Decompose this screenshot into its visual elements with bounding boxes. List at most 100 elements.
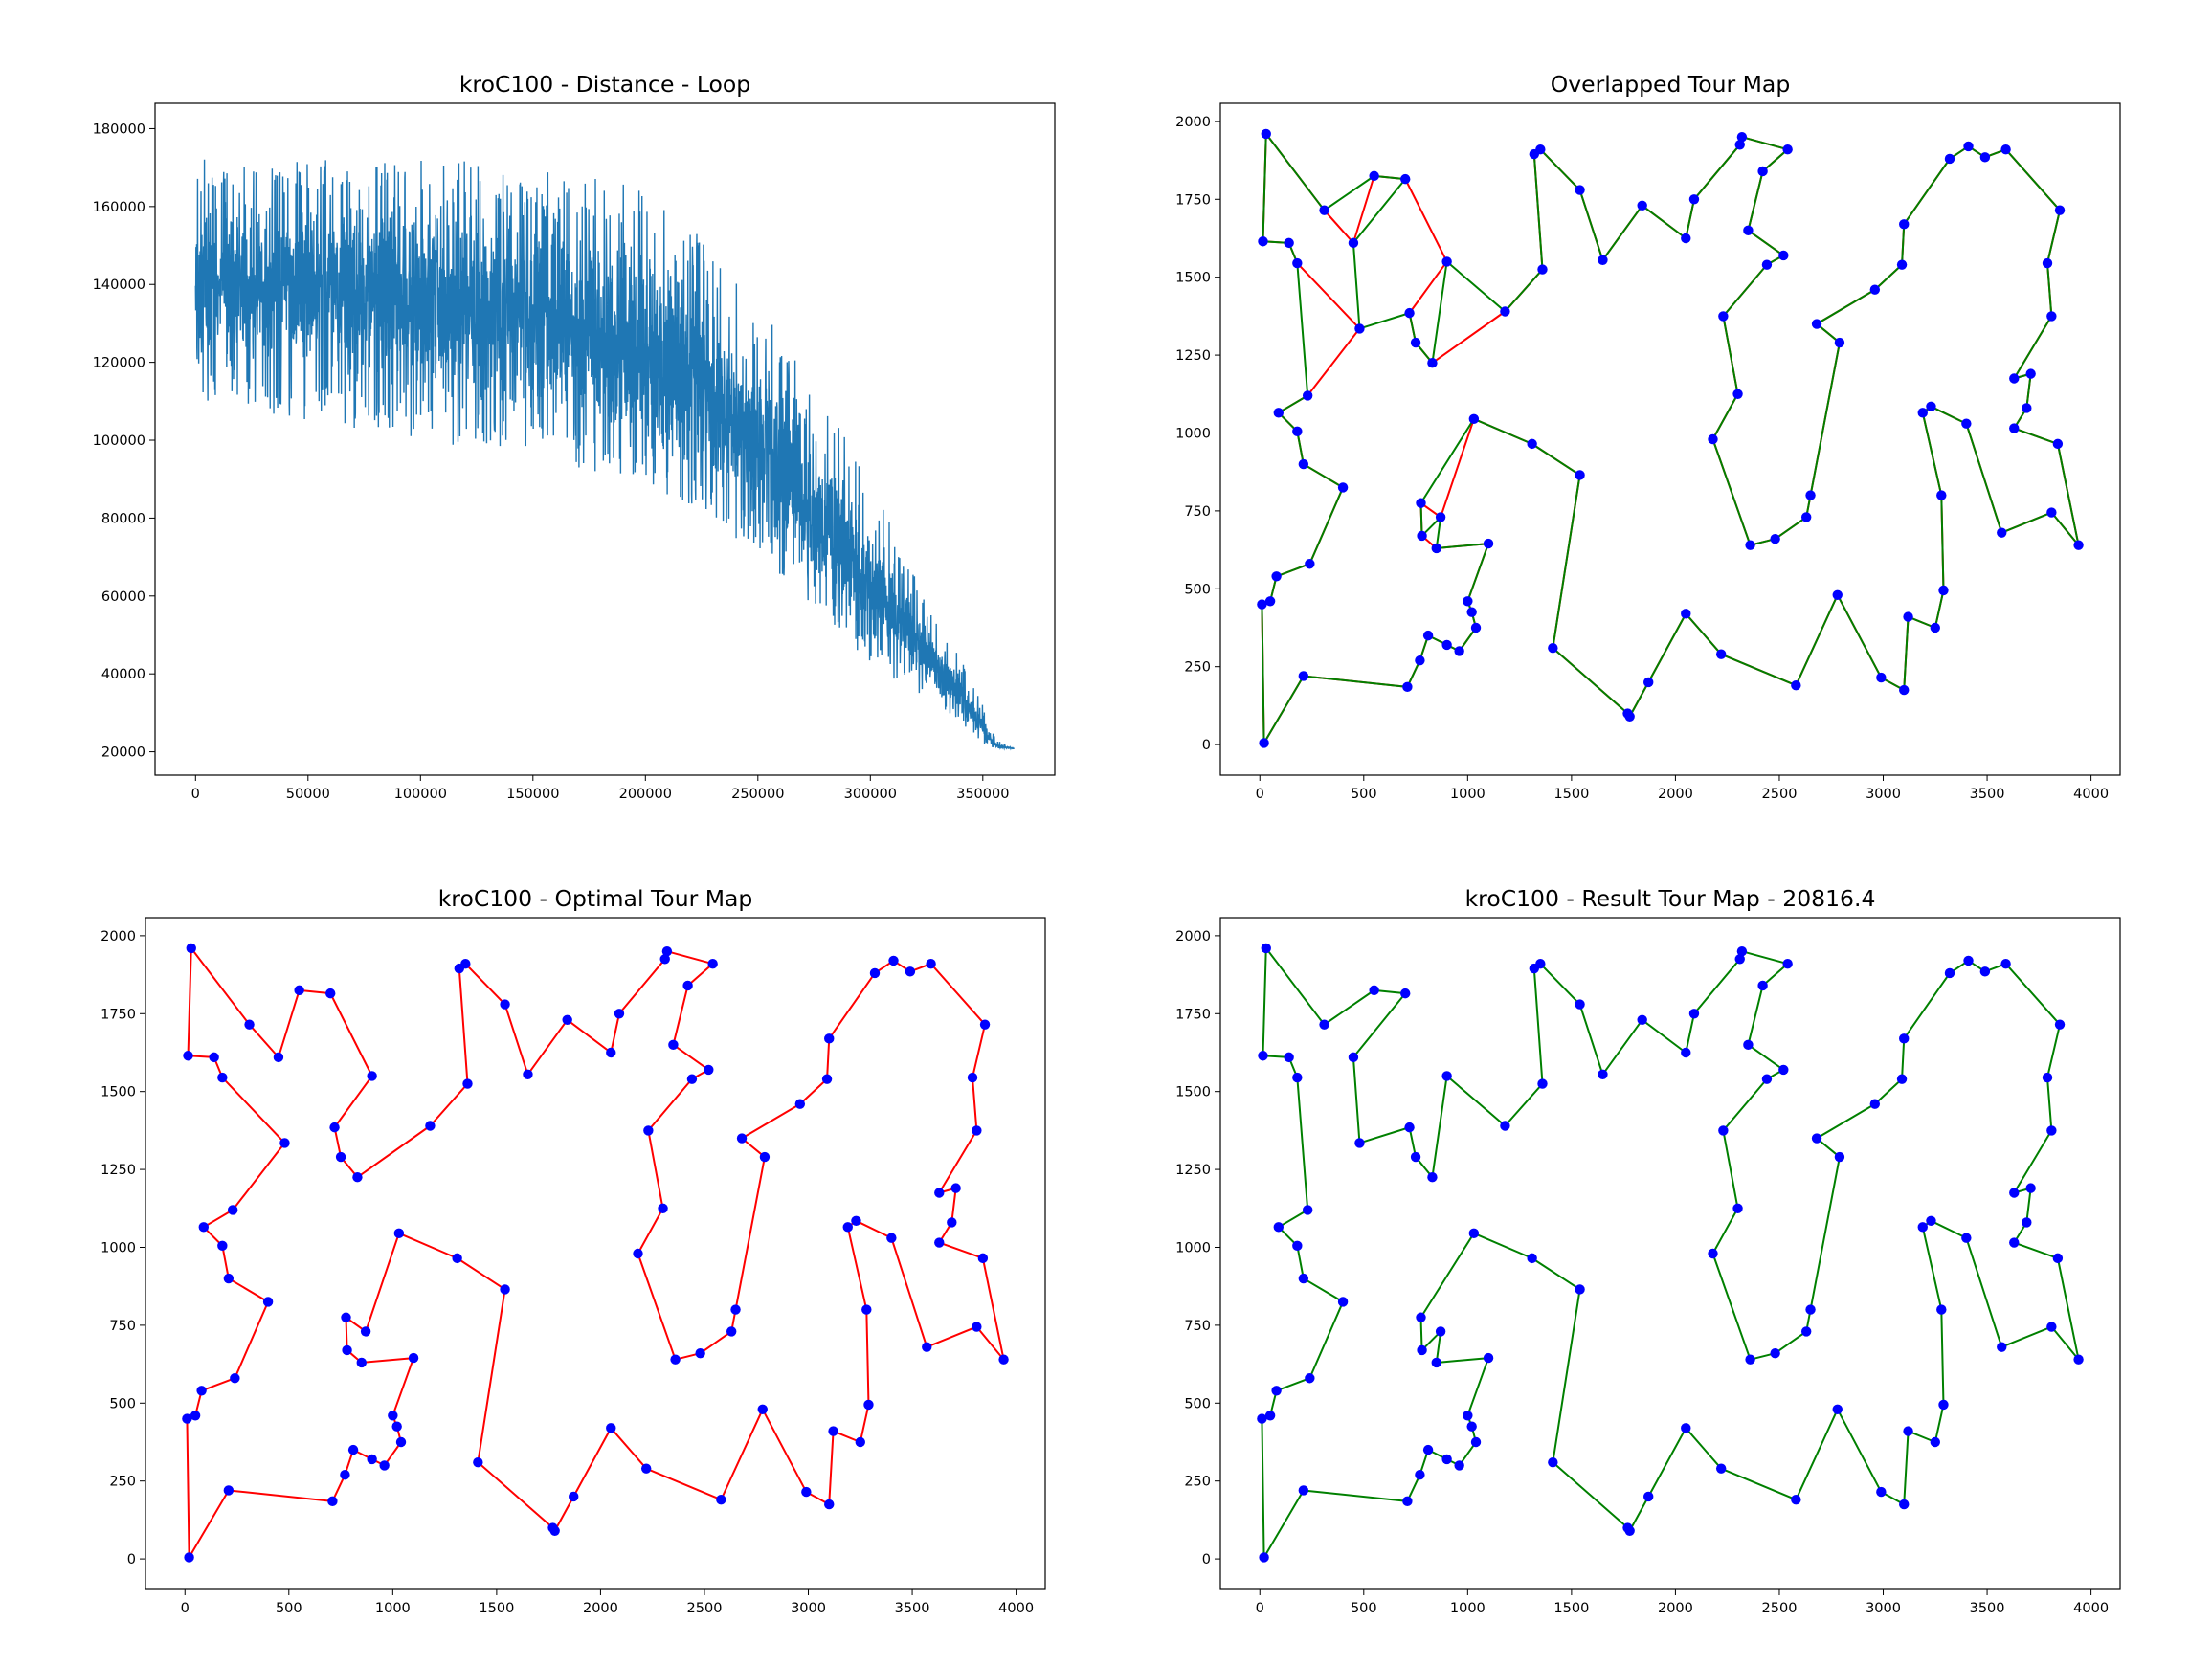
city-point [1273, 1222, 1284, 1233]
city-point [1643, 677, 1654, 688]
city-point [1415, 1469, 1425, 1480]
city-point [972, 1125, 982, 1136]
city-point [2042, 257, 2053, 269]
city-point [1637, 200, 1647, 211]
city-point [926, 958, 936, 969]
chart-title: Overlapped Tour Map [1551, 71, 1791, 98]
y-tick-label: 1250 [1175, 348, 1211, 364]
city-point [934, 1237, 945, 1248]
chart-title: kroC100 - Optimal Tour Map [438, 885, 753, 912]
city-point [1454, 1460, 1464, 1471]
x-tick-label: 350000 [956, 787, 1009, 802]
y-tick-label: 120000 [93, 356, 145, 371]
city-point [759, 1151, 771, 1163]
city-point [1869, 1099, 1881, 1109]
y-tick-label: 1500 [101, 1085, 136, 1100]
city-point [1319, 205, 1329, 215]
city-point [1527, 438, 1537, 450]
city-point [273, 1052, 284, 1063]
city-point [356, 1357, 367, 1368]
city-point [1624, 711, 1635, 722]
x-tick-label: 2000 [1658, 1601, 1693, 1616]
city-point [1337, 1297, 1349, 1307]
x-tick-label: 0 [181, 1601, 190, 1616]
x-tick-label: 100000 [394, 787, 447, 802]
city-point [500, 999, 510, 1010]
city-point [2073, 540, 2084, 550]
y-tick-label: 1750 [101, 1007, 136, 1022]
x-tick-label: 150000 [506, 787, 559, 802]
city-point [1708, 433, 1718, 445]
city-point [668, 1039, 679, 1051]
city-point [183, 1051, 193, 1061]
city-point [821, 1074, 833, 1084]
city-point [1417, 1344, 1427, 1356]
city-point [1834, 1151, 1845, 1163]
city-point [828, 1426, 838, 1436]
city-point [360, 1326, 371, 1337]
city-point [327, 1496, 338, 1507]
city-point [395, 1436, 407, 1448]
city-point [1284, 237, 1294, 249]
city-point [606, 1047, 616, 1058]
city-point [1715, 1463, 1727, 1474]
city-point [794, 1099, 806, 1109]
city-point [905, 966, 916, 977]
y-tick-label: 140000 [93, 278, 145, 293]
city-point [643, 1125, 654, 1136]
city-point [523, 1069, 533, 1079]
city-point [633, 1248, 643, 1259]
y-tick-label: 1000 [1175, 1240, 1211, 1255]
city-point [606, 1423, 616, 1433]
x-tick-label: 4000 [2073, 787, 2109, 802]
city-point [1718, 311, 1729, 322]
city-point [1483, 1352, 1494, 1364]
city-point [1404, 1122, 1415, 1133]
city-point [1441, 1454, 1452, 1465]
city-point [1422, 1444, 1434, 1455]
y-tick-label: 180000 [93, 122, 145, 137]
x-tick-label: 0 [1256, 1601, 1264, 1616]
y-tick-label: 1250 [1175, 1163, 1211, 1178]
city-point [1431, 543, 1441, 554]
city-point [947, 1217, 957, 1228]
city-point [1770, 1347, 1780, 1359]
city-point [1292, 1072, 1303, 1083]
city-point [1537, 1078, 1548, 1089]
city-point [861, 1304, 872, 1315]
y-tick-label: 750 [1184, 1319, 1211, 1334]
axes-frame [1219, 102, 2121, 776]
y-tick-label: 1750 [1175, 192, 1211, 208]
city-point [2009, 423, 2020, 433]
x-tick-label: 3000 [1866, 787, 1901, 802]
city-point [1791, 1495, 1801, 1505]
city-point [2073, 1354, 2084, 1365]
city-point [1463, 596, 1473, 607]
city-point [217, 1240, 228, 1252]
city-point [888, 955, 899, 966]
city-point [998, 1354, 1009, 1365]
city-point [1575, 999, 1585, 1010]
x-tick-label: 2500 [687, 1601, 723, 1616]
city-point [1500, 306, 1510, 317]
y-tick-label: 500 [109, 1396, 136, 1411]
city-point [1575, 470, 1585, 480]
x-tick-label: 1500 [479, 1601, 514, 1616]
city-point [1598, 1069, 1608, 1079]
city-point [1292, 426, 1303, 437]
city-point [1979, 152, 1991, 163]
y-tick-label: 1500 [1175, 1085, 1211, 1100]
city-point [1416, 1312, 1426, 1322]
y-tick-label: 160000 [93, 200, 145, 215]
y-tick-label: 750 [1184, 504, 1211, 520]
x-tick-label: 2500 [1762, 1601, 1798, 1616]
city-point [1598, 255, 1608, 265]
city-point [1899, 1499, 1910, 1510]
y-tick-label: 2000 [1175, 115, 1211, 130]
city-point [1718, 1125, 1729, 1136]
city-point [801, 1486, 812, 1498]
x-tick-label: 1000 [1450, 787, 1486, 802]
city-point [1979, 966, 1991, 977]
city-point [1369, 170, 1379, 182]
city-point [1298, 1485, 1309, 1496]
